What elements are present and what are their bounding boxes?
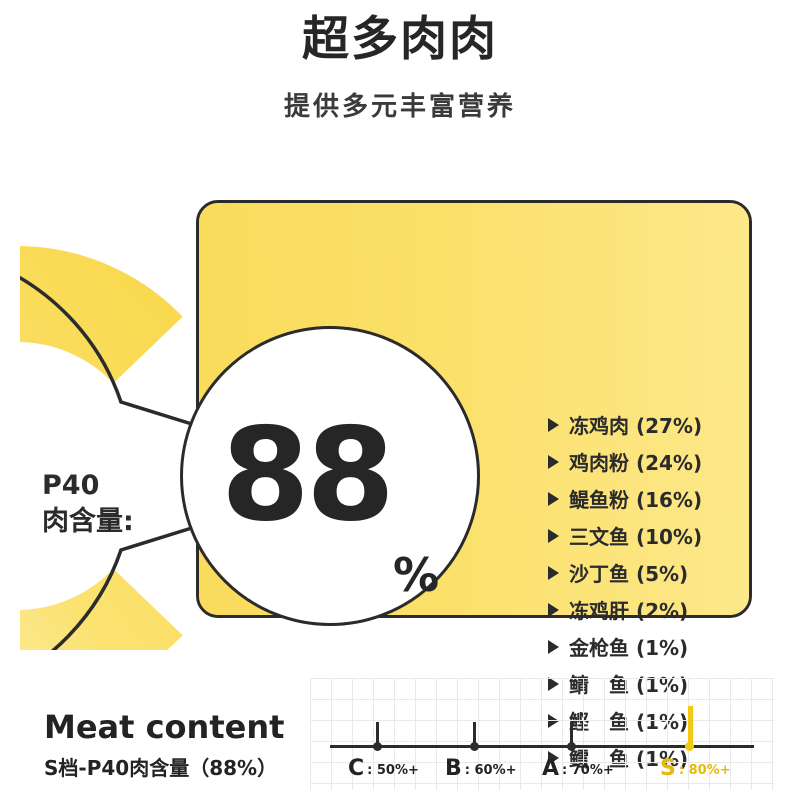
triangle-bullet-icon: [548, 454, 559, 469]
scale-label-s: S : 80%+: [660, 756, 731, 781]
scale-label-b: B : 60%+: [445, 756, 517, 781]
list-item: 冻鸡肝 (2%): [548, 591, 768, 628]
scale-grid-background: [310, 678, 774, 790]
p40-label-line1: P40: [42, 470, 100, 501]
scale-tick-s: [688, 706, 693, 746]
p40-label-line2: 肉含量:: [42, 506, 134, 538]
list-item: 鳀鱼粉 (16%): [548, 480, 768, 517]
scale-dot-a: [567, 742, 576, 751]
donut-ring-svg: [20, 246, 197, 650]
scale-tick-c: [376, 722, 379, 746]
main-card: 88 % P40 肉含量: 冻鸡肉 (27%) 鸡肉粉 (24%) 鳀鱼粉 (1…: [0, 180, 800, 771]
list-item-label: 三文鱼 (10%): [569, 525, 703, 549]
list-item: 鸡肉粉 (24%): [548, 443, 768, 480]
scale-dot-s: [685, 742, 694, 751]
page-title: 超多肉肉: [302, 12, 498, 67]
donut-value-group: 88 %: [180, 326, 480, 626]
scale-grade-s: S: [660, 756, 676, 781]
list-item: 三文鱼 (10%): [548, 517, 768, 554]
triangle-bullet-icon: [548, 417, 559, 432]
scale-tick-b: [473, 722, 476, 746]
triangle-bullet-icon: [548, 528, 559, 543]
list-item-label: 鳀鱼粉 (16%): [569, 488, 703, 512]
scale-dot-b: [470, 742, 479, 751]
triangle-bullet-icon: [548, 639, 559, 654]
meat-content-title: Meat content: [44, 708, 285, 746]
p40-label: P40 肉含量:: [42, 468, 202, 541]
scale-grade-a: A: [542, 756, 560, 781]
donut-center: [180, 326, 480, 626]
list-item: 沙丁鱼 (5%): [548, 554, 768, 591]
scale-value-c: : 50%+: [367, 763, 419, 778]
meat-content-section: Meat content S档-P40肉含量（88%） C : 50%+ B :…: [0, 668, 800, 800]
list-item-label: 冻鸡肝 (2%): [569, 599, 689, 623]
scale-label-c: C : 50%+: [348, 756, 419, 781]
page-subtitle: 提供多元丰富营养: [283, 91, 516, 122]
scale-label-a: A : 70%+: [542, 756, 614, 781]
scale-dot-c: [373, 742, 382, 751]
scale-grade-c: C: [348, 756, 365, 781]
list-item-label: 鸡肉粉 (24%): [569, 451, 703, 475]
list-item: 金枪鱼 (1%): [548, 628, 768, 665]
scale-tick-a: [570, 722, 573, 746]
header: 超多肉肉 提供多元丰富营养: [0, 14, 800, 123]
donut-value: 88: [220, 401, 395, 550]
triangle-bullet-icon: [548, 565, 559, 580]
scale-grade-b: B: [445, 756, 462, 781]
list-item-label: 金枪鱼 (1%): [569, 636, 689, 660]
list-item-label: 冻鸡肉 (27%): [569, 414, 703, 438]
donut-unit: %: [393, 548, 440, 602]
triangle-bullet-icon: [548, 602, 559, 617]
scale-value-a: : 70%+: [562, 763, 614, 778]
donut-chart: 88 %: [20, 180, 490, 650]
scale-axis: [330, 745, 754, 748]
list-item-label: 沙丁鱼 (5%): [569, 562, 689, 586]
list-item: 冻鸡肉 (27%): [548, 406, 768, 443]
scale-value-b: : 60%+: [464, 763, 517, 778]
meat-content-subtitle: S档-P40肉含量（88%）: [44, 756, 278, 780]
triangle-bullet-icon: [548, 491, 559, 506]
scale-value-s: : 80%+: [678, 763, 731, 778]
